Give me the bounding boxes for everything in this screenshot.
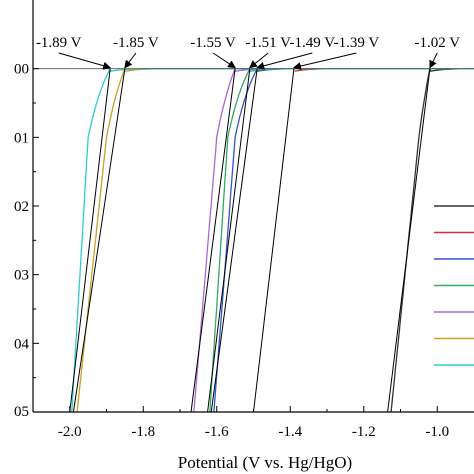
y-tick-label: 00 (14, 62, 29, 78)
onset-arrow-2 (124, 52, 137, 69)
tangent-line-2 (253, 68, 295, 413)
onset-label-5: -1.49 V (290, 35, 336, 51)
legend (434, 205, 474, 366)
series-curve-1 (390, 66, 474, 412)
onset-arrow-3 (212, 52, 236, 69)
onset-arrow-5 (256, 52, 313, 70)
tangent-line-1 (387, 68, 431, 413)
x-tick-label: -1.8 (131, 424, 155, 440)
x-axis-ticks: -2.0 -1.8 -1.6 -1.4 -1.2 -1.0 (32, 406, 449, 440)
onset-label-4: -1.51 V (245, 35, 291, 51)
onset-arrow-7 (429, 52, 438, 69)
tangent-line-3 (210, 68, 258, 413)
onset-label-1: -1.89 V (36, 35, 82, 51)
series-curve-3 (213, 67, 474, 412)
tangent-line-6 (72, 68, 126, 413)
x-tick-label: -1.0 (425, 424, 449, 440)
y-axis-ticks: 00 01 02 03 04 05 (14, 62, 39, 420)
onset-annotations: -1.89 V -1.85 V -1.55 V -1.51 V-1.49 V-1.39… (36, 35, 460, 70)
x-tick-label: -1.4 (278, 424, 302, 440)
onset-label-7: -1.02 V (414, 35, 460, 51)
y-tick-label: 03 (14, 268, 29, 284)
series-curve-6 (76, 68, 474, 412)
y-tick-label: 01 (14, 130, 29, 146)
onset-arrow-1 (58, 52, 112, 70)
onset-arrow-6 (292, 52, 357, 70)
y-tick-label: 05 (14, 404, 29, 420)
onset-arrow-4 (249, 52, 269, 69)
onset-label-3: -1.55 V (190, 35, 236, 51)
x-tick-label: -2.0 (58, 424, 82, 440)
onset-label-6: -1.39 V (334, 35, 380, 51)
series-curve-4 (209, 67, 474, 412)
tangent-line-7 (69, 68, 111, 413)
onset-tangent-lines (69, 68, 431, 413)
y-tick-label: 02 (14, 199, 29, 215)
x-axis-title: Potential (V vs. Hg/HgO) (178, 453, 352, 472)
y-tick-label: 04 (14, 336, 30, 352)
x-tick-label: -1.2 (352, 424, 376, 440)
tangent-line-5 (190, 68, 236, 413)
series-curve-5 (193, 68, 474, 412)
x-tick-label: -1.6 (205, 424, 229, 440)
tangent-line-4 (207, 68, 251, 413)
onset-label-2: -1.85 V (113, 35, 159, 51)
